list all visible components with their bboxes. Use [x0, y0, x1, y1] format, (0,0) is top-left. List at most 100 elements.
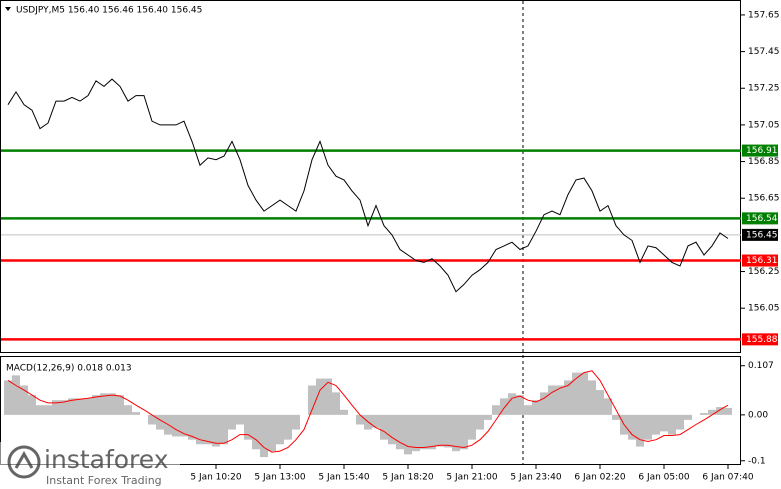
x-tick-label: 5 Jan 18:20: [382, 473, 434, 483]
macd-bar: [396, 414, 404, 450]
x-tick-label: 5 Jan 13:00: [254, 473, 306, 483]
macd-bar: [180, 414, 188, 437]
macd-bar: [516, 395, 524, 415]
macd-bar: [660, 414, 668, 432]
y-tick-label: 157.65: [748, 10, 780, 20]
macd-bar: [420, 414, 428, 450]
macd-bar: [196, 414, 204, 445]
logo: [7, 445, 41, 479]
y-tick-label: 157.45: [748, 47, 780, 57]
x-tick-label: 5 Jan 21:00: [446, 473, 498, 483]
macd-bar: [204, 414, 212, 445]
macd-bar: [124, 405, 132, 415]
brand: instaforex: [44, 445, 169, 474]
y-tick-label: -0.1: [748, 456, 766, 466]
macd-bar: [340, 409, 348, 415]
macd-bar: [612, 414, 620, 420]
macd-panel: [0, 356, 741, 465]
macd-bar: [580, 372, 588, 415]
macd-bar: [428, 414, 436, 450]
macd-bar: [44, 405, 52, 415]
macd-bar: [548, 385, 556, 415]
level-label: 156.54: [746, 214, 778, 224]
macd-bar: [452, 414, 460, 452]
macd-bar: [468, 414, 476, 440]
level-label-bg: [742, 144, 778, 157]
macd-bar: [4, 380, 12, 415]
macd-bar: [244, 414, 252, 440]
macd-bar: [476, 414, 484, 430]
y-tick-label: 156.25: [748, 267, 780, 277]
price-panel: [0, 0, 741, 353]
y-tick-label: 157.05: [748, 120, 780, 130]
macd-bar: [212, 414, 220, 447]
macd-bar: [308, 385, 316, 415]
level-label: 156.31: [746, 256, 778, 266]
macd-bar: [324, 378, 332, 415]
macd-bar: [604, 398, 612, 415]
macd-bar: [572, 372, 580, 415]
macd-bar: [668, 414, 676, 435]
macd-bar: [500, 398, 508, 415]
macd-bar: [156, 414, 164, 430]
macd-bar: [628, 414, 636, 440]
macd-bar: [28, 395, 36, 415]
macd-bar: [252, 414, 260, 450]
macd-bar: [532, 400, 540, 415]
macd-bar: [372, 414, 380, 428]
level-label-bg: [742, 333, 778, 346]
y-tick-label: 156.65: [748, 194, 780, 204]
watermark: instaforex Instant Forex Trading: [0, 442, 180, 489]
macd-bar: [388, 414, 396, 445]
macd-bar: [676, 414, 684, 430]
level-label: 155.88: [746, 335, 778, 345]
macd-bar: [540, 392, 548, 415]
x-tick-label: 6 Jan 07:40: [702, 473, 754, 483]
macd-bar: [412, 414, 420, 452]
signal-line: [7, 370, 729, 453]
macd-bar: [588, 380, 596, 415]
level-label-bg: [742, 212, 778, 225]
macd-bar: [220, 414, 228, 445]
macd-bar: [492, 405, 500, 415]
x-tick-label: 6 Jan 05:00: [638, 473, 690, 483]
y-tick-label: 157.25: [748, 84, 780, 94]
macd-bar: [724, 407, 732, 415]
macd-bar: [60, 400, 68, 415]
macd-bar: [332, 392, 340, 415]
macd-bar: [644, 414, 652, 440]
price-line: [7, 78, 729, 293]
macd-bar: [188, 414, 196, 440]
macd-bar: [68, 398, 76, 415]
macd-bar: [356, 414, 364, 425]
macd-bar: [268, 414, 276, 452]
macd-bar: [444, 414, 452, 448]
y-tick-label: 156.05: [748, 304, 780, 314]
menu-arrow: [5, 7, 11, 11]
macd-bar: [708, 409, 716, 415]
macd-bar: [484, 414, 492, 420]
macd-bar: [404, 414, 412, 455]
y-tick-label: 156.85: [748, 157, 780, 167]
macd-bar: [700, 413, 708, 415]
macd-bar: [76, 398, 84, 415]
macd-bar: [508, 393, 516, 415]
macd-bar: [556, 385, 564, 415]
macd-bar: [228, 414, 236, 430]
macd-bar: [596, 390, 604, 415]
macd-title: MACD(12,26,9) 0.018 0.013: [6, 364, 132, 374]
y-tick-label: 0.107: [748, 361, 774, 371]
macd-bar: [116, 395, 124, 415]
macd-bar: [276, 414, 284, 445]
macd-bar: [380, 414, 388, 440]
macd-bar: [172, 414, 180, 437]
macd-bar: [564, 380, 572, 415]
x-tick-label: 5 Jan 23:40: [510, 473, 562, 483]
chart-title: USDJPY,M5 156.40 156.46 156.40 156.45: [16, 6, 202, 16]
macd-bar: [636, 414, 644, 447]
macd-bar: [652, 414, 660, 435]
macd-bar: [12, 375, 20, 415]
macd-bar: [132, 412, 140, 415]
macd-bar: [148, 414, 156, 425]
